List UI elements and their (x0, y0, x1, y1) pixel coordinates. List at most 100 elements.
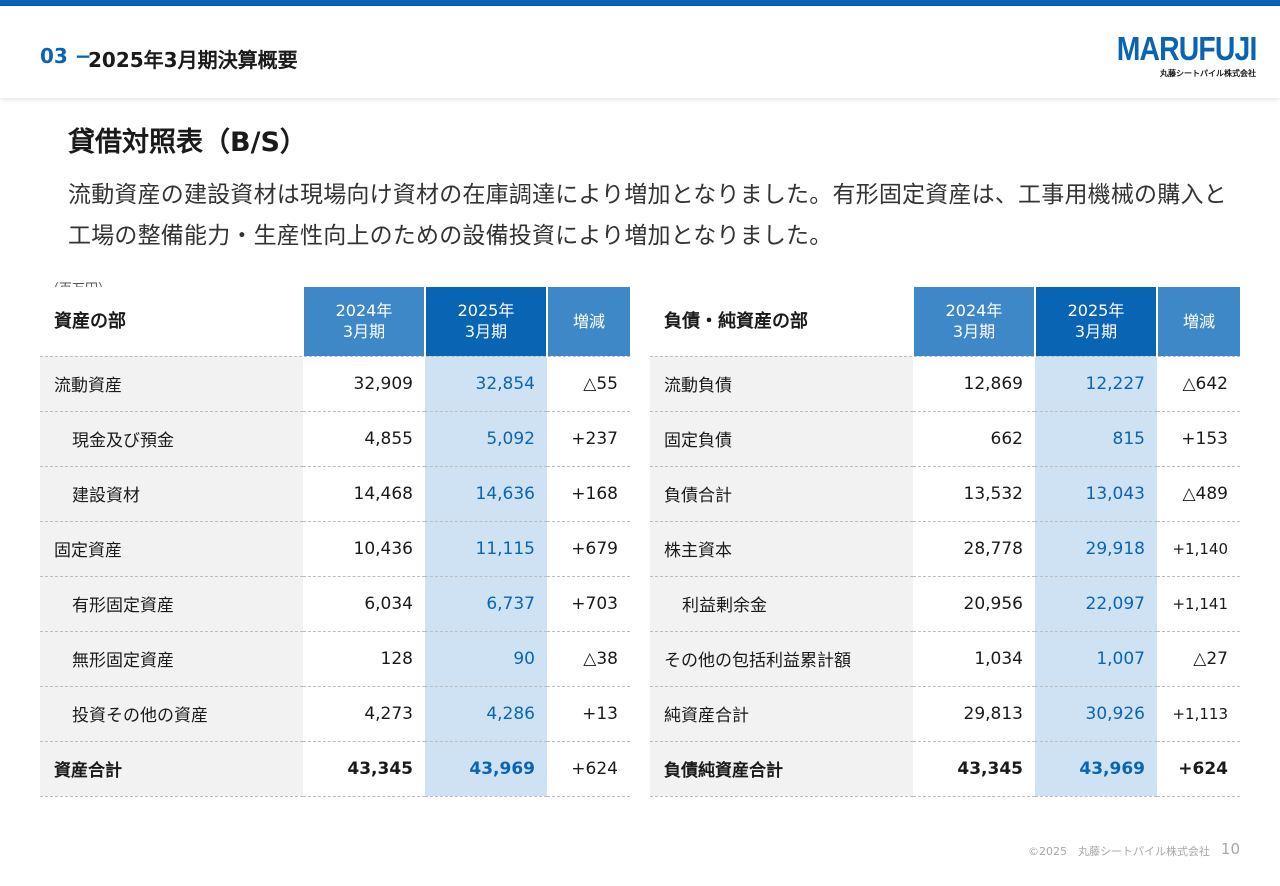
section-title: 2025年3月期決算概要 (88, 48, 298, 72)
value-2024: 20,956 (913, 576, 1035, 632)
table-row: 流動資産 32,909 32,854 △55 (40, 355, 630, 412)
row-label: 有形固定資産 (40, 576, 303, 632)
value-2024: 662 (913, 411, 1035, 467)
col-2024-year: 2024年 (335, 301, 393, 321)
value-2025: 13,043 (1035, 466, 1157, 522)
table-row: 投資その他の資産 4,273 4,286 +13 (40, 686, 630, 742)
row-label: 無形固定資産 (40, 631, 303, 687)
value-2025: 11,115 (425, 521, 547, 577)
company-logo: MARUFUJI 丸藤シートパイル株式会社 (1094, 32, 1257, 79)
table-row: 利益剰余金 20,956 22,097 +1,141 (650, 576, 1240, 632)
row-label: 負債合計 (650, 466, 913, 522)
table-total-row: 負債純資産合計 43,345 43,969 +624 (650, 741, 1240, 797)
liabilities-header-row: 負債・純資産の部 2024年 3月期 2025年 3月期 増減 (650, 287, 1240, 356)
section-number: 03 − (40, 44, 92, 68)
row-label: 現金及び預金 (40, 411, 303, 467)
value-diff: +237 (547, 411, 630, 467)
value-diff: +624 (547, 741, 630, 797)
assets-table: 資産の部 2024年 3月期 2025年 3月期 増減 流動資産 32,909 32… (40, 287, 630, 797)
row-label: 資産合計 (40, 741, 303, 797)
col-2024-period: 3月期 (952, 322, 996, 342)
value-diff: △38 (547, 631, 630, 687)
value-diff: △642 (1157, 355, 1240, 412)
value-2024: 6,034 (303, 576, 425, 632)
value-2025: 5,092 (425, 411, 547, 467)
copyright-footer: ©2025 丸藤シートパイル株式会社 (1028, 845, 1210, 858)
value-2025: 12,227 (1035, 355, 1157, 412)
row-label: 株主資本 (650, 521, 913, 577)
row-label: 固定負債 (650, 411, 913, 467)
value-2025: 14,636 (425, 466, 547, 522)
liabilities-col-2024: 2024年 3月期 (912, 287, 1035, 356)
col-2025-year: 2025年 (1067, 301, 1125, 321)
value-2024: 14,468 (303, 466, 425, 522)
table-row: 流動負債 12,869 12,227 △642 (650, 355, 1240, 412)
value-2025: 30,926 (1035, 686, 1157, 742)
value-2024: 32,909 (303, 355, 425, 412)
value-2024: 10,436 (303, 521, 425, 577)
table-row: 固定資産 10,436 11,115 +679 (40, 521, 630, 577)
table-row: 純資産合計 29,813 30,926 +1,113 (650, 686, 1240, 742)
assets-col-diff: 増減 (546, 287, 630, 356)
value-2025: 4,286 (425, 686, 547, 742)
page-description: 流動資産の建設資材は現場向け資材の在庫調達により増加となりました。有形固定資産は… (68, 182, 1227, 249)
value-diff: △27 (1157, 631, 1240, 687)
value-2024: 13,532 (913, 466, 1035, 522)
value-2024: 1,034 (913, 631, 1035, 687)
top-accent-bar (0, 0, 1280, 6)
value-2025: 22,097 (1035, 576, 1157, 632)
table-row: その他の包括利益累計額 1,034 1,007 △27 (650, 631, 1240, 687)
col-2025-period: 3月期 (1074, 322, 1118, 342)
value-2025: 29,918 (1035, 521, 1157, 577)
assets-header-row: 資産の部 2024年 3月期 2025年 3月期 増減 (40, 287, 630, 356)
value-diff: +679 (547, 521, 630, 577)
value-2024: 28,778 (913, 521, 1035, 577)
row-label: 流動資産 (40, 355, 303, 412)
slide-header: 03 − 2025年3月期決算概要 MARUFUJI 丸藤シートパイル株式会社 (0, 6, 1280, 98)
liabilities-table: 負債・純資産の部 2024年 3月期 2025年 3月期 増減 流動負債 12,86… (650, 287, 1240, 797)
assets-col-2024: 2024年 3月期 (302, 287, 425, 356)
col-2024-period: 3月期 (342, 322, 386, 342)
table-row: 無形固定資産 128 90 △38 (40, 631, 630, 687)
logo-company-name: 丸藤シートパイル株式会社 (1160, 69, 1256, 78)
table-row: 株主資本 28,778 29,918 +1,140 (650, 521, 1240, 577)
row-label: 投資その他の資産 (40, 686, 303, 742)
value-2024: 128 (303, 631, 425, 687)
row-label: 純資産合計 (650, 686, 913, 742)
logo-wordmark: MARUFUJI (1116, 30, 1257, 67)
value-2024: 43,345 (303, 741, 425, 797)
col-2024-year: 2024年 (945, 301, 1003, 321)
liabilities-col-2025: 2025年 3月期 (1034, 287, 1157, 356)
value-2024: 29,813 (913, 686, 1035, 742)
value-diff: +624 (1157, 741, 1240, 797)
value-2025: 43,969 (425, 741, 547, 797)
value-diff: +1,141 (1157, 576, 1240, 632)
assets-caption: 資産の部 (40, 287, 303, 356)
row-label: その他の包括利益累計額 (650, 631, 913, 687)
value-diff: +703 (547, 576, 630, 632)
value-2024: 4,855 (303, 411, 425, 467)
col-2025-year: 2025年 (457, 301, 515, 321)
table-total-row: 資産合計 43,345 43,969 +624 (40, 741, 630, 797)
value-diff: +1,113 (1157, 686, 1240, 742)
row-label: 流動負債 (650, 355, 913, 412)
value-2024: 43,345 (913, 741, 1035, 797)
liabilities-col-diff: 増減 (1156, 287, 1240, 356)
table-row: 固定負債 662 815 +153 (650, 411, 1240, 467)
value-2025: 6,737 (425, 576, 547, 632)
table-row: 負債合計 13,532 13,043 △489 (650, 466, 1240, 522)
value-2025: 1,007 (1035, 631, 1157, 687)
value-2025: 90 (425, 631, 547, 687)
col-2025-period: 3月期 (464, 322, 508, 342)
table-row: 有形固定資産 6,034 6,737 +703 (40, 576, 630, 632)
value-diff: +168 (547, 466, 630, 522)
page-number: 10 (1220, 840, 1240, 858)
table-row: 建設資材 14,468 14,636 +168 (40, 466, 630, 522)
liabilities-caption: 負債・純資産の部 (650, 287, 913, 356)
row-label: 建設資材 (40, 466, 303, 522)
value-diff: △55 (547, 355, 630, 412)
assets-col-2025: 2025年 3月期 (424, 287, 547, 356)
page-heading: 貸借対照表（B/S） (68, 127, 307, 158)
row-label: 負債純資産合計 (650, 741, 913, 797)
value-2024: 12,869 (913, 355, 1035, 412)
